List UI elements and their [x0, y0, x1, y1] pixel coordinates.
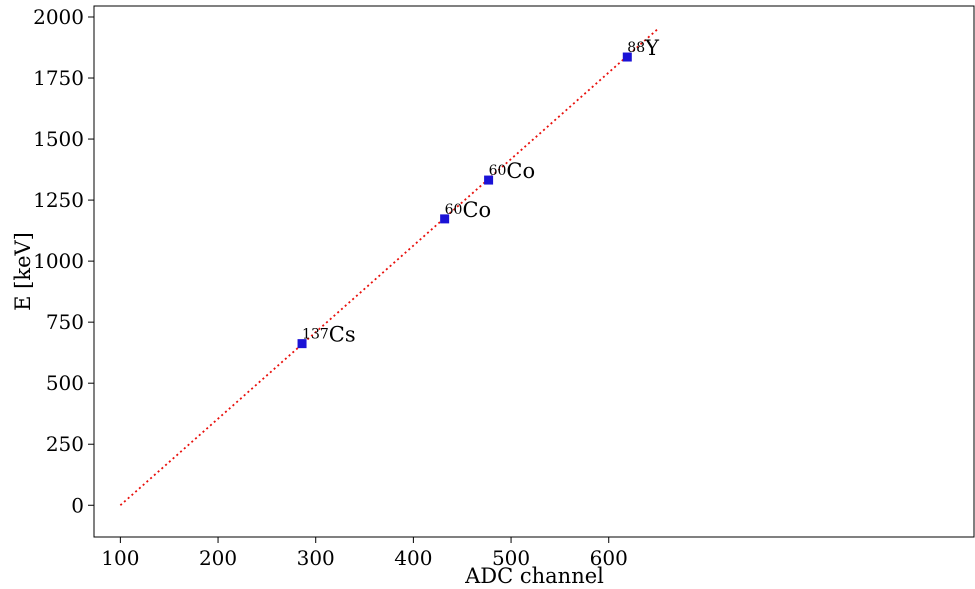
point-label: 60Co: [445, 198, 492, 222]
y-tick-label: 1500: [33, 127, 84, 151]
fit-line: [119, 28, 659, 506]
y-tick-label: 2000: [33, 5, 84, 29]
x-tick-label: 200: [199, 546, 237, 570]
data-point: [440, 214, 450, 224]
point-label: 60Co: [489, 159, 536, 183]
point-labels: 137Cs 60Co 60Co 88Y: [302, 36, 660, 347]
x-tick-label: 100: [101, 546, 139, 570]
data-points: [297, 52, 632, 349]
x-tick-label: 400: [394, 546, 432, 570]
data-point: [622, 52, 632, 62]
point-label: 137Cs: [302, 323, 356, 347]
y-tick-label: 0: [71, 493, 84, 517]
x-tick-label: 600: [590, 546, 628, 570]
x-tick-label: 500: [492, 546, 530, 570]
y-tick-label: 1750: [33, 66, 84, 90]
point-label: 88Y: [627, 36, 660, 60]
x-axis-ticks: 100 200 300 400 500 600: [101, 537, 628, 570]
x-axis-label: ADC channel: [464, 564, 604, 588]
y-tick-label: 250: [46, 432, 84, 456]
y-tick-label: 750: [46, 310, 84, 334]
y-tick-label: 1000: [33, 249, 84, 273]
data-point: [297, 339, 307, 349]
data-point: [484, 175, 494, 185]
y-axis-ticks: 0 250 500 750 1000 1250 1500 1750 2000: [33, 5, 94, 517]
y-tick-label: 1250: [33, 188, 84, 212]
y-tick-label: 500: [46, 371, 84, 395]
x-tick-label: 300: [297, 546, 335, 570]
plot-frame: [93, 5, 975, 538]
y-axis-label: E [keV]: [11, 232, 35, 311]
